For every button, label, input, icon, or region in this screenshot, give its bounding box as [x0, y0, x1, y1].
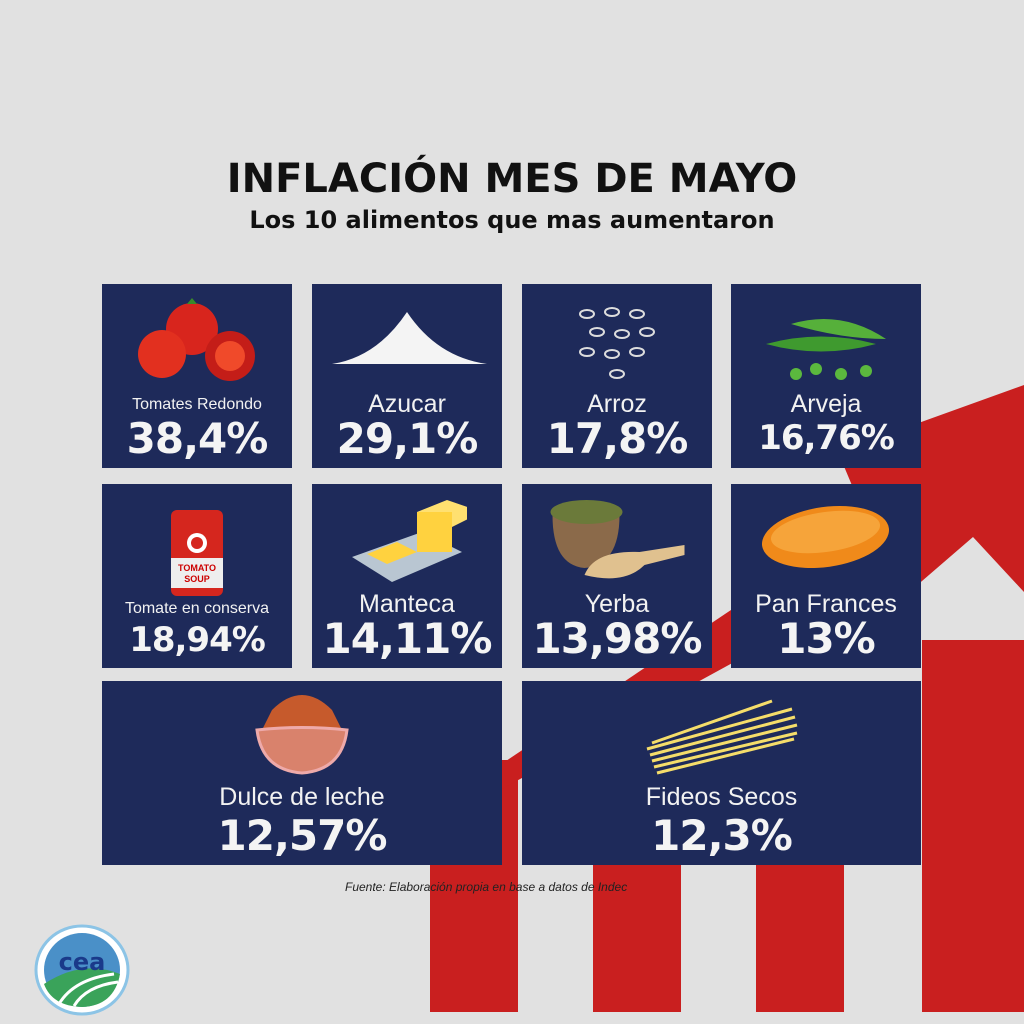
bread-icon: [761, 505, 890, 569]
item-label: Fideos Secos: [645, 783, 798, 811]
page-subtitle: Los 10 alimentos que mas aumentaron: [249, 206, 775, 234]
svg-text:cea: cea: [59, 948, 106, 976]
item-label: Dulce de leche: [219, 783, 385, 811]
peas-icon: [766, 319, 886, 380]
source-note: Fuente: Elaboración propia en base a dat…: [345, 880, 628, 894]
item-label: Tomates Redondo: [132, 396, 262, 413]
yerba-icon: [550, 500, 685, 579]
item-card-dulce-de-leche: Dulce de leche 12,57%: [102, 681, 502, 865]
item-value: 17,8%: [546, 414, 689, 463]
svg-text:TOMATO: TOMATO: [178, 563, 216, 573]
item-value: 12,3%: [651, 811, 793, 860]
item-card-tomates: Tomates Redondo 38,4%: [102, 284, 292, 468]
item-value: 18,94%: [129, 620, 266, 660]
svg-text:SOUP: SOUP: [184, 574, 210, 584]
item-value: 29,1%: [336, 414, 479, 463]
tomato-can-icon: TOMATO SOUP: [171, 510, 223, 596]
pasta-icon: [646, 699, 797, 775]
butter-icon: [352, 500, 467, 582]
rice-icon: [579, 307, 655, 379]
item-value: 14,11%: [322, 614, 493, 663]
item-card-manteca: Manteca 14,11%: [312, 484, 502, 668]
item-label: Yerba: [584, 590, 650, 618]
dulce-de-leche-icon: [255, 695, 349, 775]
item-label: Arroz: [587, 390, 647, 418]
tomato-icon: [138, 298, 255, 381]
item-card-arroz: Arroz 17,8%: [522, 284, 712, 468]
item-card-fideos-secos: Fideos Secos 12,3%: [522, 681, 921, 865]
cea-logo: cea: [34, 924, 130, 1016]
item-value: 13,98%: [532, 614, 703, 663]
item-label: Arveja: [790, 390, 862, 418]
item-card-azucar: Azucar 29,1%: [312, 284, 502, 468]
page-title: INFLACIÓN MES DE MAYO: [226, 156, 798, 202]
item-label: Tomate en conserva: [124, 600, 270, 617]
item-card-tomate-conserva: TOMATO SOUP Tomate en conserva 18,94%: [102, 484, 292, 668]
item-label: Manteca: [359, 590, 455, 618]
item-card-pan-frances: Pan Frances 13%: [731, 484, 921, 668]
item-value: 13%: [777, 614, 876, 663]
item-value: 38,4%: [126, 414, 269, 463]
item-label: Azucar: [368, 390, 446, 418]
item-value: 16,76%: [758, 418, 895, 458]
item-label: Pan Frances: [755, 590, 897, 618]
bg-bar: [922, 640, 1024, 1012]
item-card-yerba: Yerba 13,98%: [522, 484, 712, 668]
item-value: 12,57%: [217, 811, 388, 860]
item-card-arveja: Arveja 16,76%: [731, 284, 921, 468]
sugar-icon: [332, 312, 487, 364]
